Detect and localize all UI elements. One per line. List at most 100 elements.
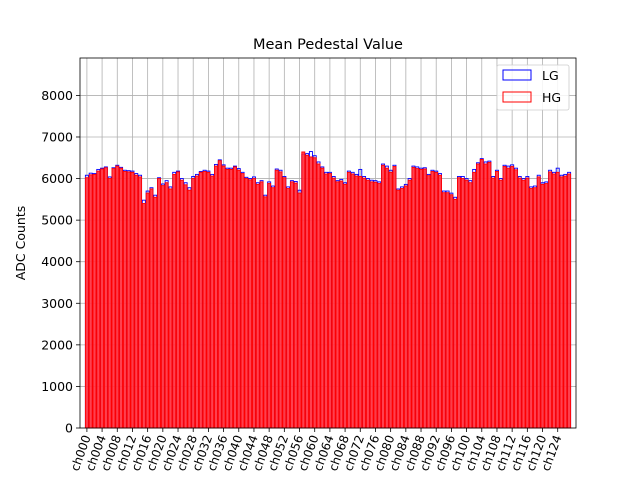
bar-hg-ch126	[563, 175, 568, 429]
bar-hg-ch086	[411, 166, 416, 429]
x-axis: ch000ch004ch008ch012ch016ch020ch024ch028…	[68, 428, 565, 473]
bar-hg-ch052	[282, 177, 287, 429]
bar-hg-ch123	[551, 173, 556, 429]
bars	[84, 151, 572, 429]
bar-hg-ch050	[274, 169, 279, 429]
bar-hg-ch062	[320, 167, 325, 429]
bar-hg-ch048	[267, 183, 272, 429]
bar-hg-ch058	[305, 154, 310, 429]
y-axis: 0 1000 2000 3000 4000 5000 6000 7000 8000	[41, 88, 80, 436]
legend-label-lg: LG	[542, 68, 559, 83]
bar-hg-ch102	[472, 171, 477, 429]
bar-hg-ch125	[559, 176, 564, 429]
bar-hg-ch120	[540, 183, 545, 429]
bar-hg-ch114	[517, 177, 522, 429]
legend-label-hg: HG	[542, 90, 561, 105]
bar-hg-ch067	[339, 180, 344, 429]
bar-hg-ch071	[354, 175, 359, 429]
bar-hg-ch115	[521, 179, 526, 429]
bar-hg-ch023	[172, 173, 177, 429]
y-tick-label: 4000	[41, 254, 73, 269]
bar-hg-ch095	[445, 192, 450, 429]
bar-hg-ch004	[100, 168, 105, 429]
bar-hg-ch040	[236, 169, 241, 429]
y-tick-label: 3000	[41, 296, 73, 311]
bar-hg-ch015	[141, 203, 146, 429]
bar-hg-ch080	[388, 171, 393, 429]
bar-hg-ch007	[111, 168, 116, 429]
bar-hg-ch006	[107, 178, 112, 429]
bar-hg-ch045	[255, 183, 260, 429]
bar-hg-ch082	[396, 189, 401, 429]
bar-hg-ch122	[548, 171, 553, 429]
bar-hg-ch019	[157, 178, 162, 429]
bar-hg-ch036	[221, 165, 226, 429]
bar-hg-ch028	[191, 178, 196, 429]
bar-hg-ch103	[476, 163, 480, 429]
y-tick-label: 5000	[41, 213, 73, 228]
bar-hg-ch127	[567, 173, 572, 429]
bar-hg-ch047	[263, 196, 268, 429]
bar-hg-ch072	[358, 176, 363, 429]
bar-hg-ch087	[415, 168, 420, 429]
bar-hg-ch118	[532, 187, 537, 429]
bar-hg-ch100	[464, 179, 469, 429]
bar-hg-ch084	[403, 185, 408, 429]
bar-hg-ch044	[251, 178, 256, 429]
bar-hg-ch104	[479, 158, 484, 429]
bar-hg-ch056	[297, 192, 302, 429]
y-axis-label: ADC Counts	[13, 206, 28, 281]
bar-hg-ch009	[119, 167, 124, 429]
bar-hg-ch124	[555, 171, 560, 429]
bar-hg-ch031	[202, 171, 207, 429]
legend-swatch-lg	[502, 69, 532, 81]
bar-hg-ch033	[210, 175, 215, 429]
bar-hg-ch068	[343, 183, 348, 429]
bar-hg-ch107	[491, 177, 496, 429]
bar-hg-ch119	[536, 176, 541, 429]
bar-hg-ch089	[422, 168, 427, 429]
bar-hg-ch013	[134, 174, 139, 429]
bar-hg-ch049	[270, 187, 275, 429]
chart-title: Mean Pedestal Value	[253, 37, 403, 53]
bar-hg-ch066	[335, 181, 340, 429]
bar-hg-ch097	[453, 198, 458, 429]
y-tick-label: 6000	[41, 171, 73, 186]
bar-hg-ch081	[392, 166, 397, 429]
bar-hg-ch035	[217, 160, 222, 429]
bar-hg-ch112	[510, 166, 515, 429]
legend-box	[496, 64, 570, 111]
bar-hg-ch034	[214, 165, 218, 429]
bar-hg-ch061	[316, 163, 321, 429]
bar-hg-ch077	[377, 183, 382, 429]
bar-hg-ch109	[498, 179, 503, 429]
bar-hg-ch101	[468, 182, 473, 429]
bar-hg-ch002	[92, 173, 97, 429]
bar-hg-ch117	[529, 188, 534, 429]
bar-hg-ch065	[331, 177, 336, 429]
y-tick-label: 8000	[41, 88, 73, 103]
bar-hg-ch022	[168, 188, 173, 429]
y-tick-label: 0	[65, 421, 73, 436]
bar-hg-ch057	[301, 151, 306, 429]
bar-hg-ch001	[88, 174, 93, 429]
bar-hg-ch051	[278, 171, 283, 429]
bar-hg-ch088	[419, 168, 423, 429]
bar-hg-ch075	[369, 181, 374, 429]
bar-hg-ch093	[438, 174, 442, 429]
bar-hg-ch010	[122, 171, 127, 429]
plot-frame	[79, 57, 577, 429]
y-tick-label: 7000	[41, 129, 73, 144]
bar-hg-ch079	[384, 167, 389, 429]
legend: LG HG	[496, 64, 570, 111]
bar-hg-ch011	[126, 171, 131, 429]
bar-hg-ch113	[513, 169, 518, 429]
bar-hg-ch055	[293, 182, 298, 429]
bar-hg-ch012	[130, 171, 135, 429]
bar-hg-ch060	[312, 157, 317, 429]
bar-hg-ch008	[115, 165, 120, 429]
bar-hg-ch038	[229, 168, 234, 429]
bar-hg-ch059	[308, 156, 313, 429]
bar-hg-ch039	[233, 166, 237, 429]
bar-hg-ch043	[248, 179, 253, 429]
